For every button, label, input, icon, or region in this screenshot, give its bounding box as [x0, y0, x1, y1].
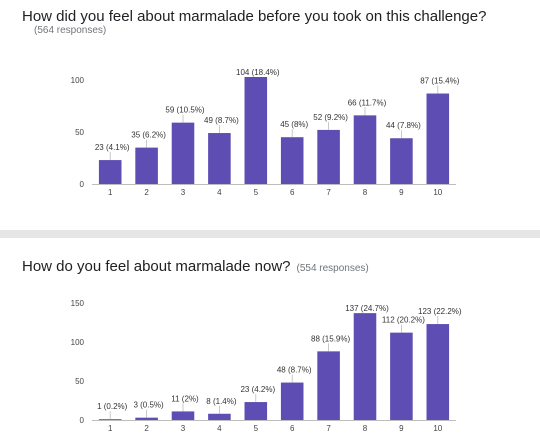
bar: [98, 419, 122, 420]
bar: [171, 122, 195, 184]
chart-panel-before: 0 50 100 23 (4.1%) 1 35 (6.2%) 2 59 (10.5%) 3 49 …: [0, 0, 540, 218]
x-tick-label: 1: [108, 424, 113, 433]
y-tick-label: 150: [71, 299, 85, 308]
data-label: 3 (0.5%): [133, 401, 164, 410]
x-tick-label: 6: [290, 188, 295, 197]
bar: [317, 129, 340, 184]
x-tick-label: 5: [254, 424, 259, 433]
data-label: 49 (8.7%): [204, 116, 239, 125]
x-tick-label: 6: [290, 424, 295, 433]
x-tick-label: 5: [254, 188, 259, 197]
bar: [98, 160, 122, 184]
bar: [280, 382, 304, 420]
response-count-before: (564 responses): [34, 25, 107, 36]
bar: [244, 402, 268, 420]
bar-chart-now: 0 50 100 150 1 (0.2%) 1 3 (0.5%) 2 11 (2%) 3 8 (1.…: [71, 299, 462, 433]
data-label: 23 (4.2%): [240, 385, 275, 394]
bar: [426, 324, 450, 420]
x-tick-label: 2: [144, 188, 149, 197]
data-label: 66 (11.7%): [348, 98, 387, 107]
x-tick-label: 9: [399, 188, 404, 197]
y-tick-label: 0: [80, 180, 85, 189]
y-tick-label: 0: [80, 416, 85, 425]
x-tick-label: 9: [399, 424, 404, 433]
data-label: 88 (15.9%): [311, 334, 350, 343]
bar: [135, 147, 158, 184]
question-title-before: How did you feel about marmalade before …: [22, 8, 487, 25]
x-tick-label: 2: [144, 424, 149, 433]
bar: [353, 313, 377, 420]
data-label: 52 (9.2%): [313, 113, 348, 122]
bar: [244, 77, 268, 184]
bar: [353, 115, 377, 184]
data-label: 11 (2%): [171, 394, 199, 403]
bar: [390, 332, 413, 420]
x-tick-label: 8: [363, 188, 368, 197]
x-tick-label: 1: [108, 188, 113, 197]
data-label: 87 (15.4%): [420, 77, 459, 86]
data-label: 45 (8%): [280, 120, 308, 129]
data-label: 112 (20.2%): [382, 316, 425, 325]
data-label: 35 (6.2%): [131, 131, 166, 140]
question-title-now-text: How do you feel about marmalade now?: [22, 258, 291, 275]
data-label: 48 (8.7%): [277, 366, 312, 375]
bar: [280, 137, 304, 184]
bar: [171, 411, 195, 420]
x-tick-label: 10: [433, 188, 442, 197]
x-tick-label: 4: [217, 188, 222, 197]
x-tick-label: 8: [363, 424, 368, 433]
data-label: 104 (18.4%): [236, 68, 280, 77]
y-tick-label: 50: [75, 377, 84, 386]
x-tick-label: 7: [326, 188, 331, 197]
data-label: 44 (7.8%): [386, 121, 421, 130]
response-count-now: (554 responses): [296, 263, 369, 274]
data-label: 123 (22.2%): [418, 307, 462, 316]
data-label: 59 (10.5%): [165, 106, 204, 115]
x-tick-label: 4: [217, 424, 222, 433]
data-label: 8 (1.4%): [206, 397, 237, 406]
y-tick-label: 100: [71, 76, 85, 85]
question-title-now: How do you feel about marmalade now? (554…: [22, 258, 369, 275]
data-label: 137 (24.7%): [345, 304, 389, 313]
bar: [390, 138, 413, 184]
x-tick-label: 7: [326, 424, 331, 433]
x-tick-label: 10: [433, 424, 442, 433]
bar: [426, 93, 450, 184]
bar-chart-before: 0 50 100 23 (4.1%) 1 35 (6.2%) 2 59 (10.5%) 3 49 …: [71, 68, 460, 197]
chart-panel-now: 0 50 100 150 1 (0.2%) 1 3 (0.5%) 2 11 (2%) 3 8 (1.…: [0, 248, 540, 438]
bar: [317, 351, 340, 420]
bar: [135, 417, 158, 420]
bar: [208, 133, 231, 184]
section-divider: [0, 230, 540, 238]
x-tick-label: 3: [181, 188, 186, 197]
bar: [208, 413, 231, 420]
y-tick-label: 100: [71, 338, 85, 347]
data-label: 1 (0.2%): [97, 402, 128, 411]
y-tick-label: 50: [75, 128, 84, 137]
data-label: 23 (4.1%): [95, 143, 130, 152]
x-tick-label: 3: [181, 424, 186, 433]
